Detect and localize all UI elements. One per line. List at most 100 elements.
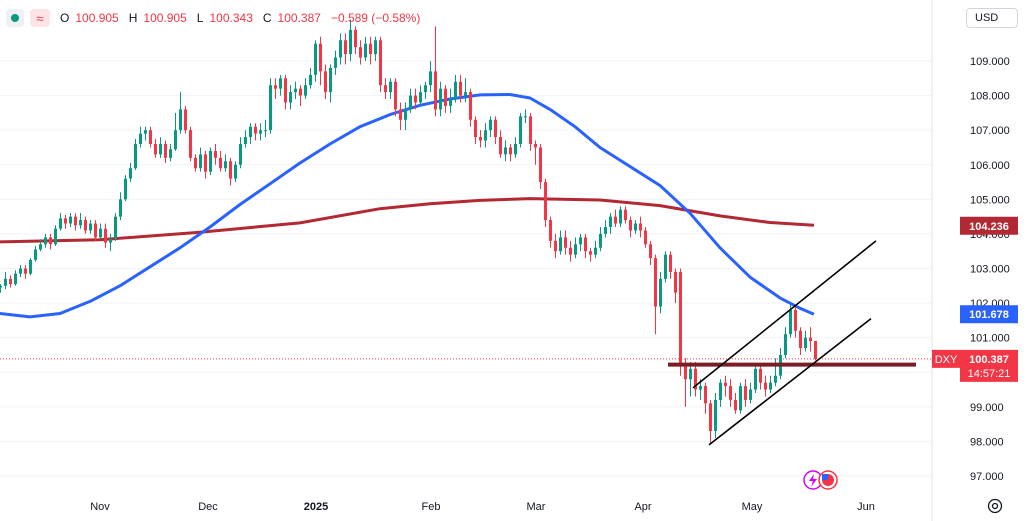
change-value: −0.589 (−0.58%) [330,11,421,25]
candle-up [409,95,412,110]
candle-up [249,126,252,138]
candle-up [259,130,262,134]
candle-down [549,220,552,241]
event-badges[interactable] [803,470,838,490]
y-tick-label: 97.000 [970,471,1004,483]
candle-up [4,278,7,286]
trend-channel[interactable] [692,240,877,446]
price-axis[interactable]: 109.000108.000107.000106.000105.000104.0… [931,0,1010,521]
candle-up [784,334,787,355]
candle-up [224,161,227,169]
settings-gear-icon[interactable] [986,497,1004,515]
candle-up [714,399,717,432]
time-axis[interactable]: Nov Dec 2025 Feb Mar Apr May Jun [90,501,875,513]
candle-down [494,119,497,138]
candle-down [194,157,197,169]
high-value: 100.905 [143,11,187,25]
candle-down [74,216,77,226]
candle-down [509,147,512,155]
candle-down [399,109,402,120]
candle-down [794,310,797,331]
channel-trendline[interactable] [708,318,872,446]
candle-down [584,237,587,252]
candle-down [324,71,327,93]
candle-down [9,278,12,285]
candle-up [234,164,237,179]
candle-down [564,237,567,248]
candle-down [814,340,817,359]
low-label: L [196,11,204,25]
candle-up [244,137,247,144]
y-tick-label: 109.000 [970,56,1010,68]
candle-down [589,251,592,255]
candle-up [559,237,562,252]
candle-up [439,88,442,110]
candle-down [694,368,697,390]
candle-down [469,92,472,120]
y-tick-label: 107.000 [970,125,1010,137]
candle-up [129,168,132,179]
candle-up [579,237,582,245]
circle-toggle-icon[interactable] [6,9,24,27]
candle-up [689,368,692,380]
candle-down [669,254,672,272]
candle-up [719,382,722,400]
candle-down [64,218,67,224]
candle-up [314,43,317,75]
candle-down [499,137,502,155]
candle-up [199,154,202,169]
candle-up [574,244,577,255]
candle-up [804,337,807,349]
candle-down [104,228,107,243]
open-value: 100.905 [75,11,119,25]
candle-down [189,130,192,158]
candle-down [639,223,642,231]
low-value: 100.343 [209,11,253,25]
y-tick-label: 98.000 [970,436,1004,448]
candle-up [89,223,92,231]
wave-icon[interactable]: ≈ [30,9,50,27]
price-tag-box [960,305,1018,324]
candle-down [49,237,52,245]
candle-up [754,368,757,390]
open-label: O [60,11,70,25]
candle-down [459,81,462,96]
candle-down [734,399,737,411]
candle-up [114,216,117,240]
candle-up [524,116,527,118]
candle-up [309,74,312,86]
candle-up [739,386,742,411]
candle-up [209,150,212,172]
candle-down [369,43,372,55]
candle-down [274,85,277,89]
x-tick-label: Feb [422,501,441,513]
currency-selector[interactable]: USD [966,8,1018,28]
candle-down [94,223,97,238]
candle-up [294,88,297,93]
candle-down [384,85,387,93]
candle-up [364,43,367,58]
symbol-tag-box [932,349,960,368]
candle-down [154,144,157,155]
channel-trendline[interactable] [692,240,877,389]
candle-up [389,81,392,93]
candle-up [304,85,307,96]
candle-up [29,259,32,274]
candle-down [624,209,627,221]
last-price-label: 100.387 [969,354,1009,366]
candle-down [164,144,167,158]
candle-up [484,130,487,141]
candle-up [269,85,272,131]
candle-up [139,133,142,144]
candle-up [339,40,342,58]
x-tick-label: Apr [634,501,651,513]
price-tag-label: 104.236 [969,221,1009,233]
candle-down [654,258,657,307]
candle-up [44,237,47,245]
candle-down [319,43,322,72]
candle-up [124,178,127,200]
candle-up [279,78,282,89]
candle-down [614,216,617,224]
candle-up [239,144,242,165]
